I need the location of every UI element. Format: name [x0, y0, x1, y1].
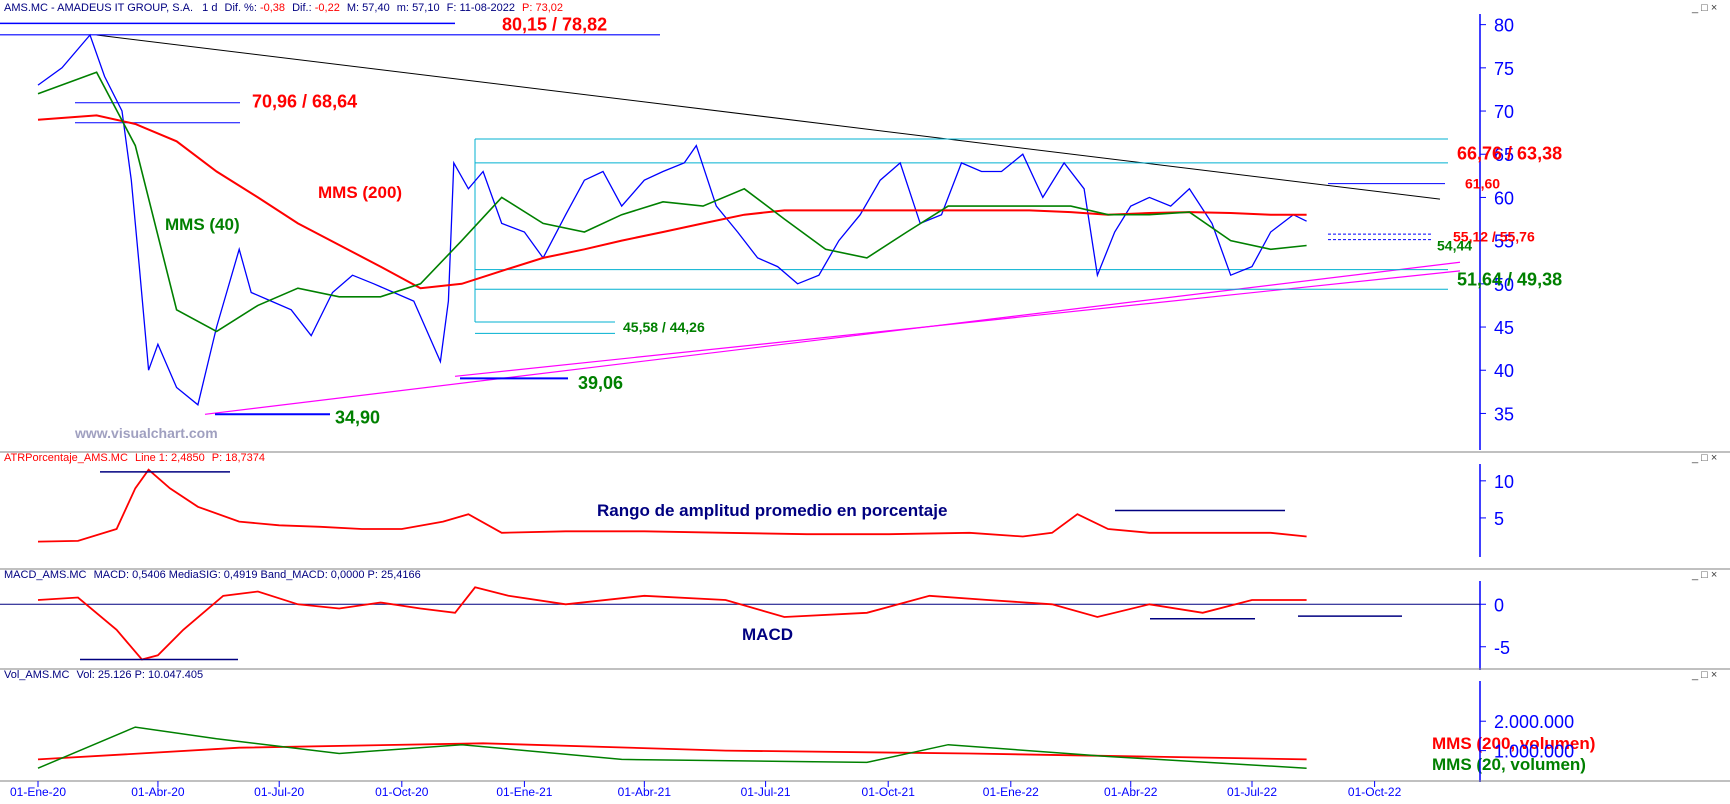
y-tick-label: 70	[1494, 102, 1514, 122]
mms40-annotation: MMS (40)	[165, 215, 240, 234]
p-value: 73,02	[535, 2, 563, 14]
y-tick-label: 0	[1494, 595, 1504, 615]
dif-value: -0,22	[315, 2, 340, 14]
level-label: 45,58 / 44,26	[623, 319, 705, 335]
resistance-trendline	[96, 34, 1441, 200]
macd-series-line	[37, 586, 1307, 661]
level-label: 66,76 / 63,38	[1457, 143, 1562, 163]
mms200-series-line	[37, 114, 1307, 290]
macd-legend: MACD_AMS.MC MACD: 0,5406 MediaSIG: 0,491…	[4, 569, 421, 581]
svg-text:AMS.MC - AMADEUS IT GROUP, S.A: AMS.MC - AMADEUS IT GROUP, S.A. 1 d Dif.…	[4, 2, 563, 14]
atr-annotation: Rango de amplitud promedio en porcentaje	[597, 501, 947, 520]
x-tick-label: 01-Ene-20	[10, 785, 66, 799]
level-label: 70,96 / 68,64	[252, 92, 357, 112]
date-value: 11-08-2022	[460, 2, 515, 14]
x-tick-label: 01-Jul-22	[1227, 785, 1277, 799]
level-label: 39,06	[578, 373, 623, 393]
level-label: 80,15 / 78,82	[502, 14, 607, 34]
svg-text:Vol_AMS.MC Vol: 25.126 P: 10.: Vol_AMS.MC Vol: 25.126 P: 10.047.405	[4, 669, 203, 681]
y-tick-label: 2.000.000	[1494, 712, 1574, 732]
level-label: 55,12 / 55,76	[1453, 228, 1535, 244]
price-panel-controls[interactable]: _ □ ×	[1691, 2, 1717, 14]
volume-panel-controls[interactable]: _ □ ×	[1691, 669, 1717, 681]
x-tick-label: 01-Abr-20	[131, 785, 185, 799]
level-label: 34,90	[335, 408, 380, 428]
y-tick-label: 40	[1494, 361, 1514, 381]
support-trendline-upper	[454, 270, 1461, 377]
vol-mms200-annotation: MMS (200, volumen)	[1432, 734, 1595, 753]
level-label: 51,64 / 49,38	[1457, 270, 1562, 290]
volume-legend: Vol_AMS.MC Vol: 25.126 P: 10.047.405	[4, 669, 203, 681]
mms200-annotation: MMS (200)	[318, 183, 402, 202]
x-tick-label: 01-Abr-22	[1104, 785, 1158, 799]
vol-mms20-line	[37, 726, 1307, 769]
x-tick-label: 01-Ene-21	[496, 785, 552, 799]
x-tick-label: 01-Abr-21	[618, 785, 672, 799]
x-tick-label: 01-Jul-20	[254, 785, 304, 799]
period-label: 1 d	[202, 2, 217, 14]
y-tick-label: 35	[1494, 404, 1514, 424]
macd-panel-controls[interactable]: _ □ ×	[1691, 569, 1717, 581]
y-tick-label: 45	[1494, 318, 1514, 338]
atr-panel-controls[interactable]: _ □ ×	[1691, 452, 1717, 464]
level-label: 54,44	[1437, 237, 1472, 253]
max-value: 57,40	[362, 2, 390, 14]
dif-pct-value: -0,38	[260, 2, 285, 14]
price-series-line	[37, 33, 1307, 406]
x-tick-label: 01-Ene-22	[983, 785, 1039, 799]
x-tick-label: 01-Oct-21	[862, 785, 916, 799]
y-tick-label: 60	[1494, 188, 1514, 208]
macd-annotation: MACD	[742, 625, 793, 644]
chart-plot-layer: 35 40 45 50 55 60 65 70 75 80 5 10 0 -5 1.000.000 2.000…	[0, 14, 1730, 799]
ticker-label: AMS.MC - AMADEUS IT GROUP, S.A.	[4, 2, 193, 14]
price-header: AMS.MC - AMADEUS IT GROUP, S.A. 1 d Dif.…	[4, 2, 563, 14]
y-tick-label: 55	[1494, 232, 1514, 252]
y-tick-label: 80	[1494, 16, 1514, 36]
y-tick-label: 75	[1494, 59, 1514, 79]
mms40-series-line	[37, 71, 1307, 333]
svg-text:MACD_AMS.MC MACD: 0,5406 Medi: MACD_AMS.MC MACD: 0,5406 MediaSIG: 0,491…	[4, 569, 421, 581]
min-value: 57,10	[412, 2, 440, 14]
support-trendline-lower	[204, 261, 1461, 415]
level-label: 61,60	[1465, 176, 1500, 192]
watermark: www.visualchart.com	[74, 425, 218, 441]
y-tick-label: 65	[1494, 145, 1514, 165]
y-tick-label: 1.000.000	[1494, 742, 1574, 762]
vol-mms20-annotation: MMS (20, volumen)	[1432, 755, 1586, 774]
y-tick-label: 5	[1494, 509, 1504, 529]
y-tick-label: 10	[1494, 472, 1514, 492]
atr-legend: ATRPorcentaje_AMS.MC Line 1: 2,4850 P: 1…	[4, 452, 265, 464]
atr-series-line	[37, 468, 1307, 543]
x-tick-label: 01-Oct-20	[375, 785, 429, 799]
vol-mms200-line	[37, 742, 1307, 761]
svg-text:ATRPorcentaje_AMS.MC Line 1: 2: ATRPorcentaje_AMS.MC Line 1: 2,4850 P: 1…	[4, 452, 265, 464]
y-tick-label: -5	[1494, 638, 1510, 658]
x-tick-label: 01-Jul-21	[741, 785, 791, 799]
x-tick-label: 01-Oct-22	[1348, 785, 1402, 799]
y-tick-label: 50	[1494, 275, 1514, 295]
